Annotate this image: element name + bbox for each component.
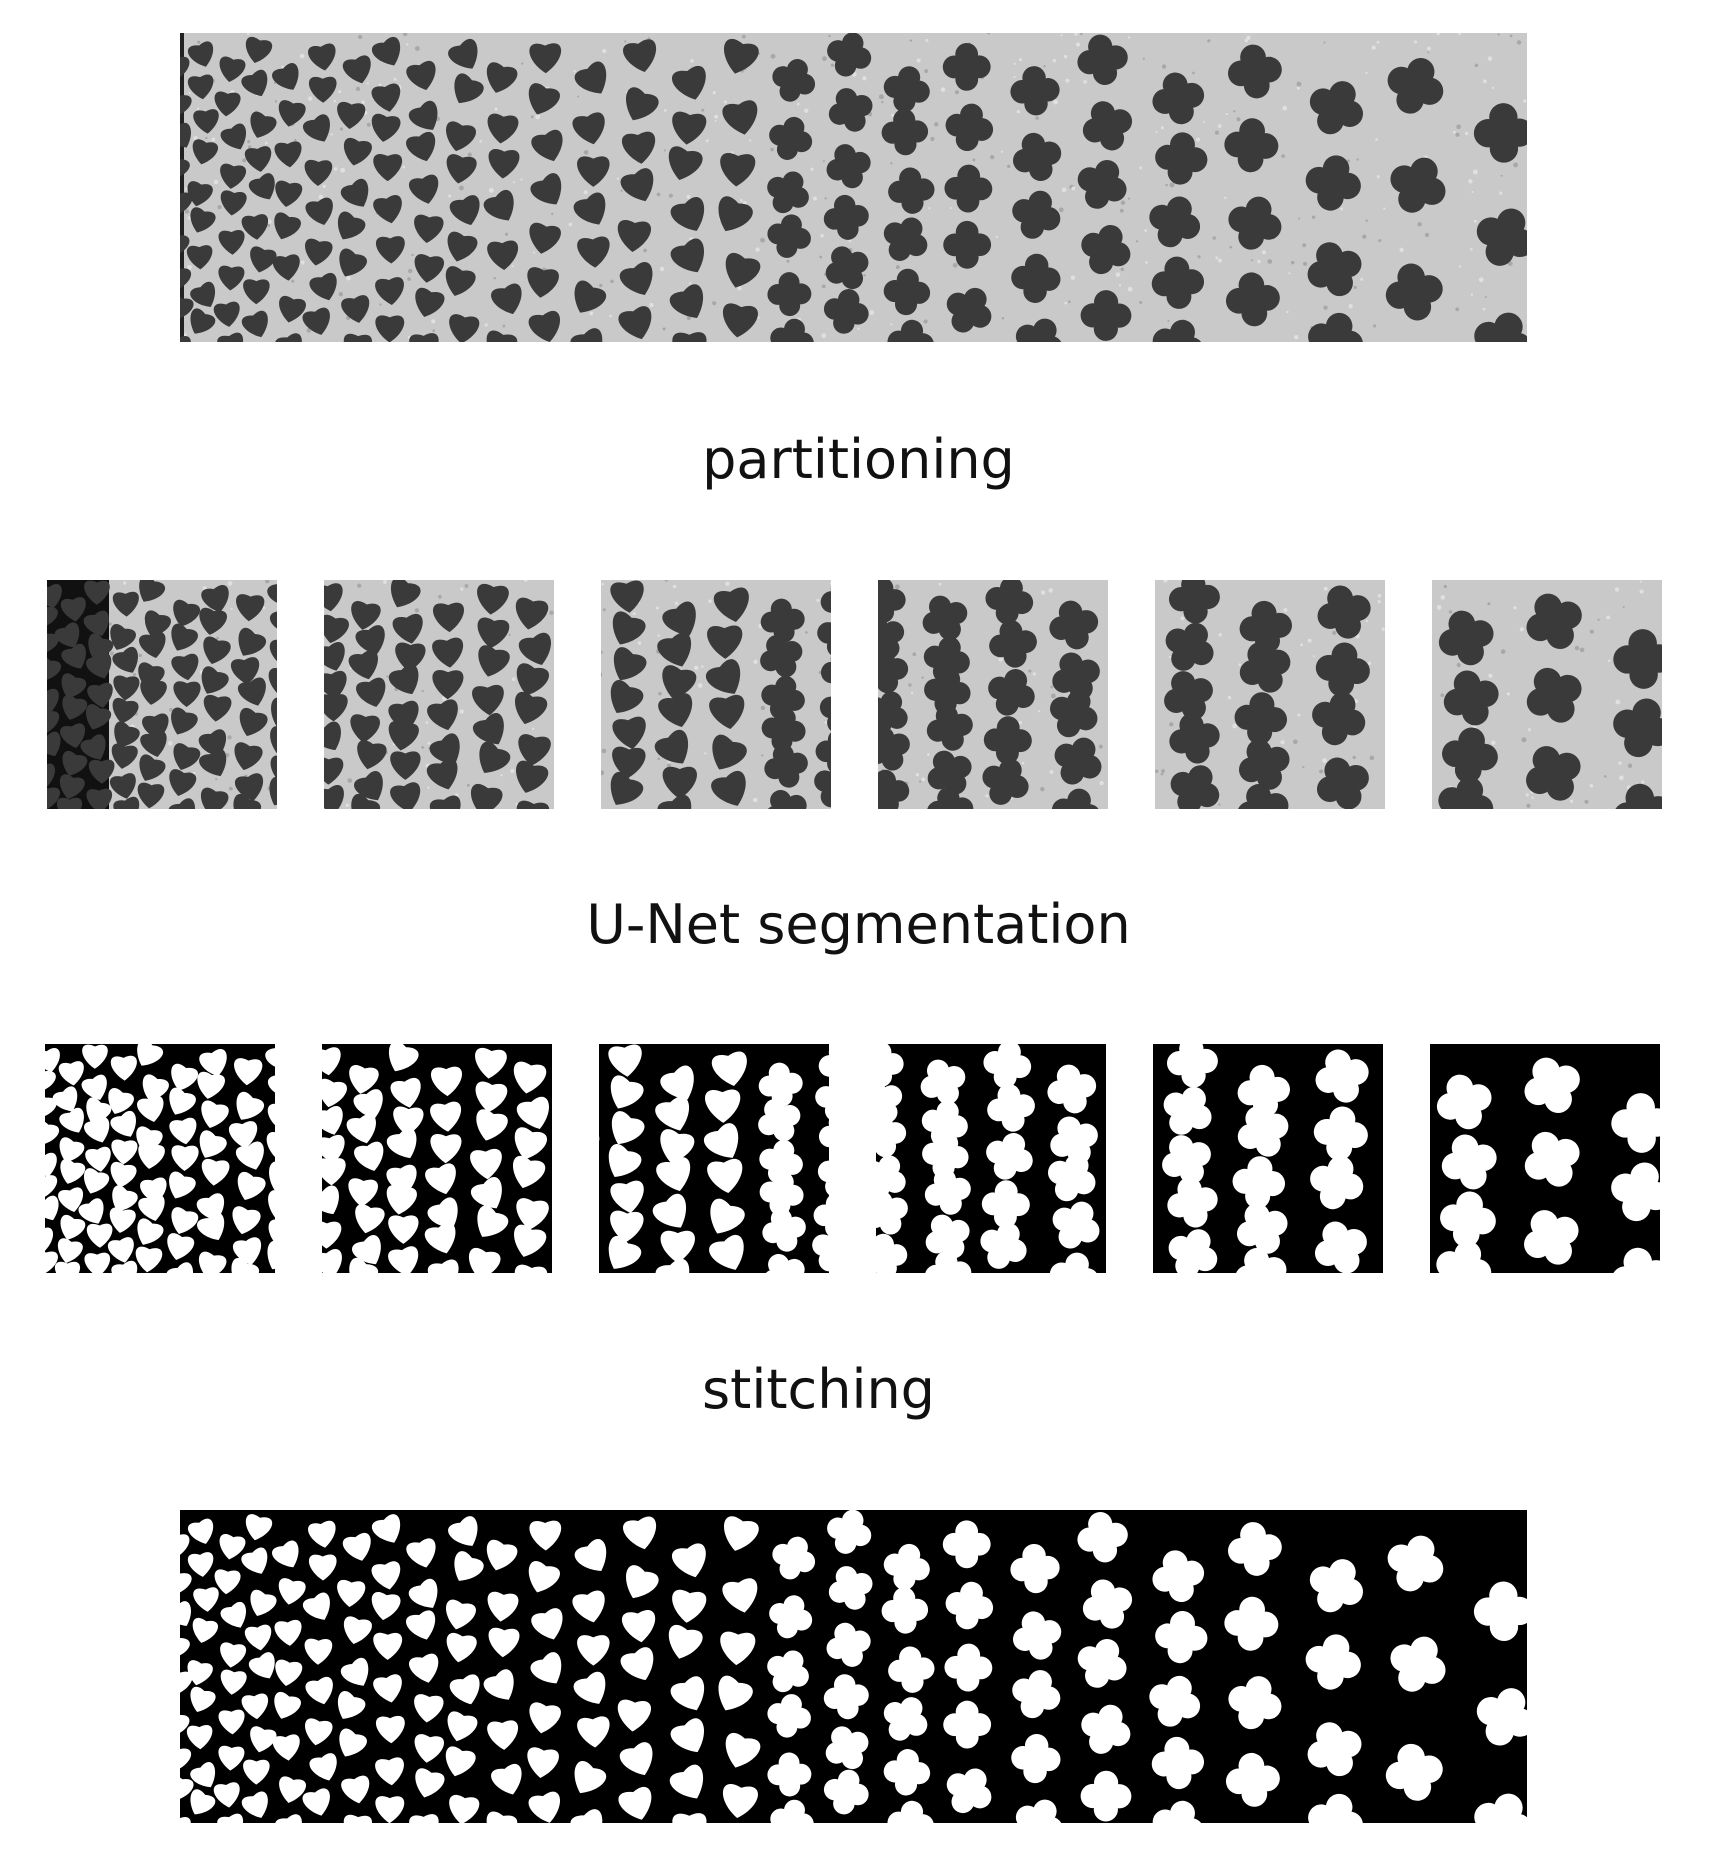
partitioning-label: partitioning (702, 428, 1015, 491)
raw-tile (601, 580, 831, 809)
stitched-segmentation-strip (180, 1510, 1527, 1823)
mask-tile (876, 1044, 1106, 1273)
raw-tile (878, 580, 1108, 809)
raw-tile (1155, 580, 1385, 809)
stitching-label: stitching (702, 1358, 935, 1421)
mask-tile (45, 1044, 275, 1273)
raw-tile (324, 580, 554, 809)
mask-tile (322, 1044, 552, 1273)
mask-tile (599, 1044, 829, 1273)
original-image-strip (180, 33, 1527, 342)
raw-tile (47, 580, 277, 809)
raw-tile (1432, 580, 1662, 809)
unet-segmentation-label: U-Net segmentation (586, 893, 1131, 956)
mask-tile (1153, 1044, 1383, 1273)
mask-tile (1430, 1044, 1660, 1273)
